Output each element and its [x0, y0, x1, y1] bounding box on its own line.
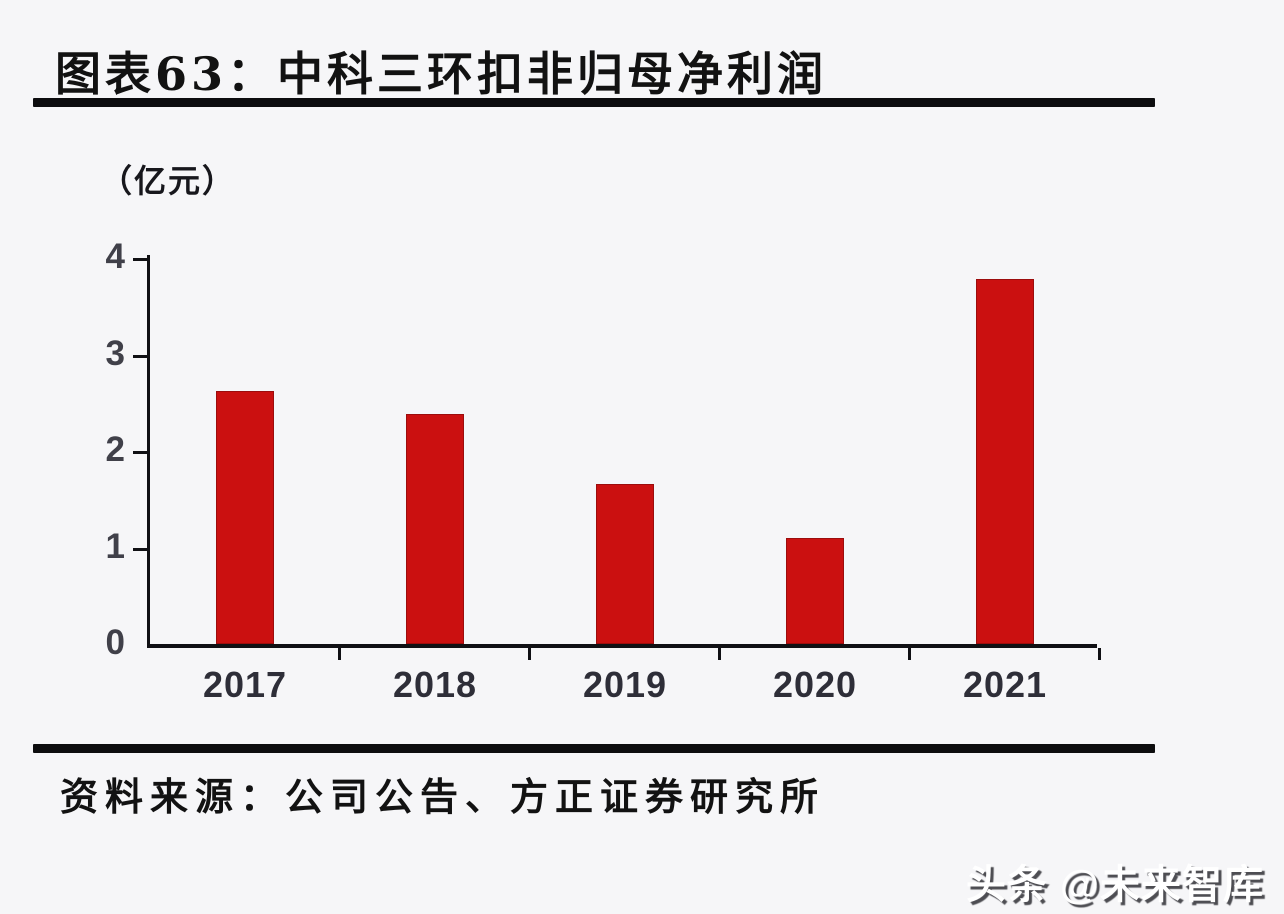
plot-area: 0 1 2 3 4 2017 2018 2019 2020 2021 [106, 237, 1101, 705]
y-tick-label: 2 [105, 430, 125, 469]
y-tick-label: 1 [105, 526, 125, 566]
y-tick-label: 0 [105, 623, 125, 662]
x-tick-label: 2020 [772, 664, 858, 705]
y-axis-unit-label: （亿元） [100, 162, 237, 200]
y-tick-mark [133, 354, 147, 358]
x-tick-label: 2017 [202, 664, 288, 705]
x-tick-label: 2018 [392, 664, 478, 705]
x-tick-label: 2019 [582, 664, 668, 705]
bar-2021 [976, 279, 1034, 644]
y-tick-mark [133, 258, 147, 261]
x-tick-label: 2021 [962, 664, 1048, 705]
source-attribution: 资料来源：公司公告、方正证券研究所 [60, 774, 826, 819]
y-tick-mark [133, 451, 147, 454]
bar-2020 [786, 538, 844, 644]
x-tick-mark [1098, 648, 1101, 660]
y-tick-label: 4 [105, 237, 125, 276]
title-divider-rule [33, 98, 1155, 107]
bar-2019 [596, 484, 654, 644]
footer-divider-rule [33, 744, 1155, 753]
bar-2017 [216, 391, 274, 644]
y-tick-label: 3 [105, 333, 125, 373]
figure-title: 图表63：中科三环扣非归母净利润 [55, 47, 828, 101]
x-tick-mark [718, 648, 721, 660]
x-tick-mark [908, 648, 911, 660]
y-tick-mark [133, 547, 147, 551]
watermark-text: 头条 @未来智库 [965, 863, 1264, 907]
x-tick-mark [338, 648, 341, 660]
bar-2018 [406, 414, 464, 644]
x-tick-mark [528, 648, 531, 660]
